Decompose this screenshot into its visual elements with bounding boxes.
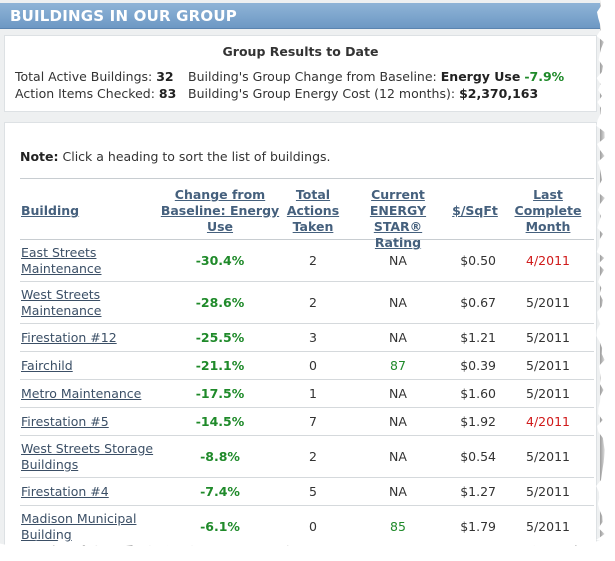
energy-star-rating: 85 (390, 519, 406, 534)
summary-title: Group Results to Date (222, 44, 379, 59)
active-buildings-value: 32 (156, 69, 174, 84)
cost-per-sqft: $1.27 (460, 484, 496, 499)
last-complete-month: 5/2011 (526, 449, 570, 464)
actions-taken: 2 (309, 295, 317, 310)
table-row: Firestation #12 -25.5% 3 NA $1.21 5/2011 (20, 324, 594, 352)
last-complete-month: 4/2011 (526, 253, 570, 268)
cost-per-sqft: $1.79 (460, 519, 496, 534)
actions-taken: 0 (309, 358, 317, 373)
table-row: Fairchild -21.1% 0 87 $0.39 5/2011 (20, 352, 594, 380)
energy-star-rating: NA (389, 386, 407, 401)
table-row: Firestation #5 -14.5% 7 NA $1.92 4/2011 (20, 408, 594, 436)
last-complete-month: 5/2011 (526, 295, 570, 310)
sort-building-header[interactable]: Building (21, 203, 80, 218)
group-results-summary: Group Results to Date Total Active Build… (4, 35, 597, 112)
active-buildings-stat: Total Active Buildings: 32 (15, 69, 174, 84)
cost-per-sqft: $0.67 (460, 295, 496, 310)
group-change-stat: Building's Group Change from Baseline: E… (188, 69, 564, 84)
change-from-baseline: -14.5% (195, 414, 245, 429)
last-complete-month: 5/2011 (526, 358, 570, 373)
actions-taken: 2 (309, 449, 317, 464)
change-from-baseline: -17.5% (195, 386, 245, 401)
energy-star-rating: NA (389, 414, 407, 429)
building-name-link[interactable]: Fairchild (21, 358, 73, 373)
last-complete-month: 5/2011 (526, 519, 570, 534)
note-text: Click a heading to sort the list of buil… (62, 149, 331, 164)
sort-actions-header[interactable]: Total Actions Taken (286, 187, 340, 234)
buildings-list-panel: Note: Click a heading to sort the list o… (4, 122, 597, 545)
cost-per-sqft: $0.54 (460, 449, 496, 464)
sort-change-header[interactable]: Change from Baseline: Energy Use (160, 187, 280, 234)
note-label: Note: (20, 149, 59, 164)
sort-cost-header[interactable]: $/SqFt (452, 203, 498, 218)
energy-star-rating: NA (389, 449, 407, 464)
group-cost-value: $2,370,163 (459, 86, 539, 101)
action-items-stat: Action Items Checked: 83 (15, 86, 176, 101)
group-cost-label: Building's Group Energy Cost (12 months)… (188, 86, 456, 101)
panel-title: BUILDINGS IN OUR GROUP (10, 7, 237, 25)
building-name-link[interactable]: West Streets Maintenance (21, 287, 102, 318)
table-row: West Streets Maintenance -28.6% 2 NA $0.67 5/2… (20, 282, 594, 324)
energy-star-rating: 87 (390, 358, 406, 373)
sort-month-header[interactable]: Last Complete Month (514, 187, 582, 234)
building-name-link[interactable]: East Streets Maintenance (21, 245, 102, 276)
actions-taken: 3 (309, 330, 317, 345)
building-name-link[interactable]: Firestation #4 (21, 484, 109, 499)
group-change-value: -7.9% (524, 69, 565, 84)
building-name-link[interactable]: West Streets Storage Buildings (21, 441, 154, 472)
table-row: Metro Maintenance -17.5% 1 NA $1.60 5/2011 (20, 380, 594, 408)
action-items-value: 83 (158, 86, 177, 101)
buildings-panel: BUILDINGS IN OUR GROUP Group Results to … (0, 0, 600, 545)
change-from-baseline: -28.6% (195, 295, 245, 310)
change-from-baseline: -25.5% (195, 330, 245, 345)
actions-taken: 0 (309, 519, 317, 534)
last-complete-month: 4/2011 (526, 414, 570, 429)
change-from-baseline: -21.1% (195, 358, 245, 373)
actions-taken: 7 (309, 414, 317, 429)
table-row: West Streets Storage Buildings -8.8% 2 NA $0.… (20, 436, 594, 478)
cost-per-sqft: $1.60 (460, 386, 496, 401)
cost-per-sqft: $0.50 (460, 253, 496, 268)
sort-note: Note: Click a heading to sort the list o… (20, 149, 331, 164)
actions-taken: 1 (309, 386, 317, 401)
table-body: East Streets Maintenance -30.4% 2 NA $0.50 4/2… (20, 240, 594, 545)
panel-header: BUILDINGS IN OUR GROUP (0, 3, 600, 29)
cost-per-sqft: $1.92 (460, 414, 496, 429)
energy-star-rating: NA (389, 484, 407, 499)
change-from-baseline: -7.4% (200, 484, 240, 499)
building-name-link[interactable]: Firestation #12 (21, 330, 117, 345)
table-row: East Streets Maintenance -30.4% 2 NA $0.50 4/2… (20, 240, 594, 282)
energy-star-rating: NA (389, 330, 407, 345)
change-from-baseline: -30.4% (195, 253, 245, 268)
last-complete-month: 5/2011 (526, 330, 570, 345)
cost-per-sqft: $1.21 (460, 330, 496, 345)
actions-taken: 5 (309, 484, 317, 499)
active-buildings-label: Total Active Buildings: (15, 69, 153, 84)
building-name-link[interactable]: Firestation #5 (21, 414, 109, 429)
actions-taken: 2 (309, 253, 317, 268)
cost-per-sqft: $0.39 (460, 358, 496, 373)
group-change-label: Building's Group Change from Baseline: (188, 69, 437, 84)
table-row: Madison Municipal Building -6.1% 0 85 $1.79 5/… (20, 506, 594, 545)
last-complete-month: 5/2011 (526, 484, 570, 499)
group-cost-stat: Building's Group Energy Cost (12 months)… (188, 86, 538, 101)
building-name-link[interactable]: Metro Maintenance (21, 386, 142, 401)
buildings-table: Building Change from Baseline: Energy Us… (20, 178, 594, 545)
table-header-row: Building Change from Baseline: Energy Us… (20, 178, 594, 250)
change-from-baseline: -8.8% (200, 449, 240, 464)
energy-star-rating: NA (389, 253, 407, 268)
energy-star-rating: NA (389, 295, 407, 310)
last-complete-month: 5/2011 (526, 386, 570, 401)
action-items-label: Action Items Checked: (15, 86, 155, 101)
table-row: Firestation #4 -7.4% 5 NA $1.27 5/2011 (20, 478, 594, 506)
building-name-link[interactable]: Madison Municipal Building (21, 511, 137, 542)
change-from-baseline: -6.1% (200, 519, 240, 534)
group-change-metric: Energy Use (440, 69, 521, 84)
